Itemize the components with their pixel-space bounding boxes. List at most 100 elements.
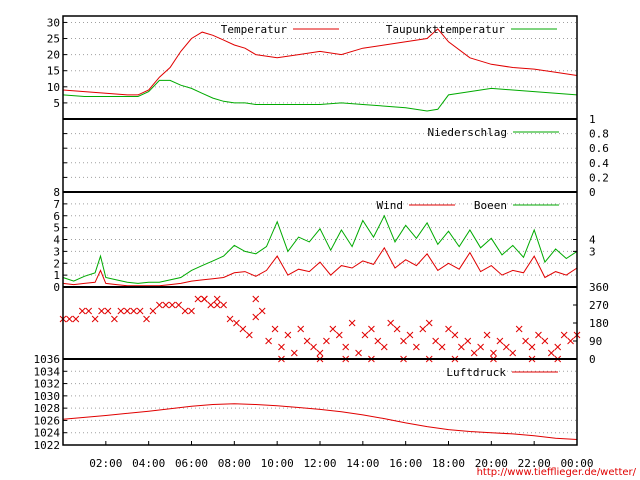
direction-point <box>483 331 491 339</box>
direction-point <box>374 337 382 345</box>
direction-point <box>329 325 337 333</box>
direction-point <box>156 301 163 309</box>
direction-point <box>143 315 150 323</box>
direction-point <box>310 343 317 351</box>
direction-point <box>252 295 260 303</box>
y-tick-label: 0 <box>589 186 596 199</box>
direction-point <box>490 349 497 357</box>
direction-point <box>496 337 504 345</box>
y-tick-label: 20 <box>47 49 60 62</box>
x-tick-label: 04:00 <box>132 457 165 470</box>
direction-point <box>226 315 234 323</box>
direction-point <box>252 313 260 321</box>
direction-point <box>207 301 215 309</box>
y-tick-label: 7 <box>53 198 60 211</box>
y2-tick-label: 90 <box>589 335 602 348</box>
legend-label-wind: Wind <box>377 199 404 212</box>
direction-point <box>522 337 529 345</box>
direction-point <box>432 337 440 345</box>
direction-point <box>123 307 131 315</box>
direction-point <box>213 301 221 309</box>
y-tick-label: 30 <box>47 16 60 29</box>
direction-point <box>502 343 510 351</box>
credit-link[interactable]: http://www.tiefflieger.de/wetter/ <box>477 467 637 478</box>
y-tick-label: 1032 <box>34 378 61 391</box>
direction-point <box>515 325 523 333</box>
direction-point <box>213 295 221 303</box>
y-tick-label: 0.4 <box>589 157 609 170</box>
y-tick-label: 2 <box>53 257 60 270</box>
direction-point <box>560 331 568 339</box>
y-tick-label: 5 <box>53 222 60 235</box>
y-tick-label: 5 <box>53 97 60 110</box>
y2-tick-label: 0 <box>589 353 596 366</box>
direction-point <box>509 349 517 357</box>
direction-point <box>284 331 292 339</box>
direction-point <box>470 349 478 357</box>
direction-point <box>117 307 125 315</box>
direction-point <box>541 337 549 345</box>
y2-tick-label: 360 <box>589 281 609 294</box>
direction-point <box>162 301 170 309</box>
direction-point <box>406 331 414 339</box>
direction-point <box>400 337 407 345</box>
y-tick-label: 8 <box>53 186 60 199</box>
direction-point <box>342 343 350 351</box>
x-tick-label: 06:00 <box>175 457 208 470</box>
y-tick-label: 1 <box>53 269 60 282</box>
y-tick-label: 3 <box>53 245 60 258</box>
series-taupunkttemperatur-line <box>62 79 578 112</box>
direction-point <box>438 343 446 351</box>
grid-lines <box>63 21 577 434</box>
legend-label-boeen: Boeen <box>474 199 507 212</box>
chart-frame <box>62 15 578 446</box>
direction-point <box>547 349 555 357</box>
direction-point <box>200 295 208 303</box>
direction-point <box>245 331 253 339</box>
direction-point <box>91 315 99 323</box>
x-tick-label: 18:00 <box>432 457 465 470</box>
y-tick-label: 1034 <box>34 365 61 378</box>
direction-point <box>380 343 388 351</box>
series-luftdruck-line <box>62 403 578 440</box>
direction-point <box>188 307 195 315</box>
x-tick-label: 22:00 <box>518 457 551 470</box>
series-wind-line <box>62 246 578 287</box>
direction-point <box>290 349 298 357</box>
x-tick-label: 20:00 <box>475 457 508 470</box>
direction-markers <box>59 295 581 363</box>
direction-point <box>355 349 362 357</box>
direction-point <box>457 343 465 351</box>
y2-tick-label: 180 <box>589 317 609 330</box>
direction-point <box>528 343 536 351</box>
direction-point <box>477 343 484 351</box>
direction-point <box>258 307 266 315</box>
direction-point <box>278 343 285 351</box>
direction-point <box>413 343 420 351</box>
direction-point <box>393 325 401 333</box>
direction-point <box>271 325 279 333</box>
series-temperatur-line <box>62 28 578 96</box>
x-tick-label: 14:00 <box>346 457 379 470</box>
legend-label-niederschlag: Niederschlag <box>428 126 507 139</box>
direction-point <box>323 337 330 345</box>
direction-point <box>419 325 427 333</box>
direction-point <box>303 337 311 345</box>
axes-layer: 02:00 04:00 06:00 08:00 10:00 12:00 14:00 16:00… <box>34 16 610 470</box>
y-tick-label: 1028 <box>34 402 61 415</box>
direction-point <box>168 301 176 309</box>
direction-point <box>265 337 272 345</box>
direction-point <box>535 331 542 339</box>
direction-point <box>149 307 157 315</box>
direction-point <box>194 295 202 303</box>
direction-point <box>66 315 73 323</box>
direction-point <box>425 319 433 327</box>
y-tick-label: 6 <box>53 210 60 223</box>
y-tick-label: 4 <box>53 234 60 247</box>
y-tick-label: 15 <box>47 65 60 78</box>
direction-point <box>233 319 240 327</box>
x-tick-label: 12:00 <box>303 457 336 470</box>
x-tick-label: 00:00 <box>560 457 593 470</box>
direction-point <box>361 331 369 339</box>
